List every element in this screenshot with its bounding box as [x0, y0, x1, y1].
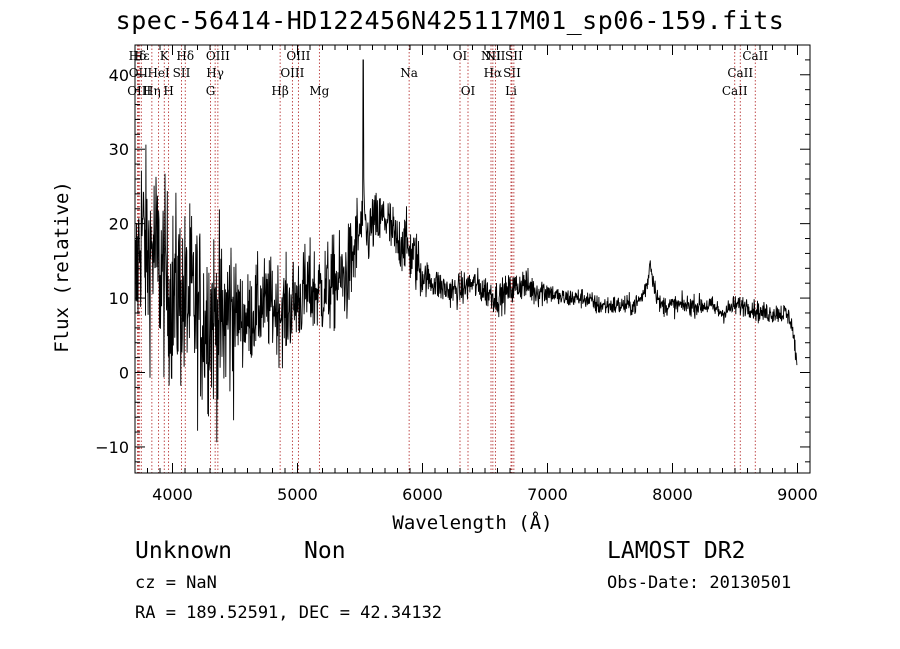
y-tick-label: 30 — [109, 140, 129, 159]
spectral-line-label: SII — [505, 49, 523, 63]
observation-date: Obs-Date: 20130501 — [607, 573, 792, 593]
x-axis-label: Wavelength (Å) — [392, 511, 552, 534]
y-tick-label: −10 — [95, 438, 129, 457]
redshift-cz: cz = NaN — [135, 573, 217, 593]
spectral-line-label: Hβ — [271, 84, 288, 98]
spectral-line-label: H — [163, 84, 173, 98]
spectral-line-label: G — [206, 84, 216, 98]
spectrum-line — [134, 59, 798, 443]
spectral-line-label: CaII — [722, 84, 748, 98]
spectral-line-label: NII — [485, 49, 505, 63]
spectral-line-label: CaII — [742, 49, 768, 63]
spectral-line-label: OIII — [127, 84, 151, 98]
spectral-line-label: Hδ — [176, 49, 194, 63]
ra-dec-coordinates: RA = 189.52591, DEC = 42.34132 — [135, 603, 443, 623]
spectral-line-label: Hη — [143, 84, 161, 98]
spectral-line-label: HeI — [147, 66, 170, 80]
y-tick-label: 0 — [119, 364, 129, 383]
spectral-line-label: OI — [461, 84, 476, 98]
x-tick-label: 8000 — [652, 485, 693, 504]
spectral-line-markers: HδOIIOIIIHεHηHeIKHSIIHδGHγOIIIHβOIIIOIII… — [127, 45, 768, 473]
y-tick-label: 10 — [109, 289, 129, 308]
spectral-line-label: Na — [400, 66, 418, 80]
spectral-line-label: CaII — [727, 66, 753, 80]
spectral-line-label: OII — [129, 66, 149, 80]
spectral-line-label: OIII — [206, 49, 230, 63]
chart-title: spec-56414-HD122456N425117M01_sp06-159.f… — [115, 6, 785, 35]
spectral-line-label: Li — [505, 84, 517, 98]
plot-frame — [134, 44, 811, 474]
y-axis: −10 0 10 20 30 40 Flux (relative) — [51, 44, 810, 463]
x-tick-label: 5000 — [277, 485, 318, 504]
spectral-line-label: OIII — [286, 49, 310, 63]
spectral-line-label: OIII — [280, 66, 304, 80]
spectral-line-label: K — [160, 49, 170, 63]
spectral-line-label: SII — [173, 66, 191, 80]
spectral-line-label: SII — [503, 66, 521, 80]
object-class: Unknown — [135, 538, 232, 564]
y-tick-label: 20 — [109, 215, 129, 234]
spectral-line-label: OI — [453, 49, 468, 63]
object-subclass: Non — [304, 538, 346, 564]
spectral-line-label: Hδ — [129, 49, 147, 63]
x-tick-label: 6000 — [402, 485, 443, 504]
x-tick-label: 4000 — [152, 485, 193, 504]
spectral-line-label: Mg — [309, 84, 329, 98]
y-tick-label: 40 — [109, 66, 129, 85]
spectral-line-label: Hα — [484, 66, 503, 80]
y-axis-label: Flux (relative) — [51, 181, 73, 353]
spectral-line-label: NII — [481, 49, 501, 63]
spectral-line-label: Hγ — [206, 66, 224, 80]
x-axis: 4000 5000 6000 7000 8000 9000 Wavelength (Å) — [134, 45, 818, 534]
x-tick-label: 7000 — [527, 485, 568, 504]
x-tick-label: 9000 — [777, 485, 818, 504]
survey-name: LAMOST DR2 — [607, 538, 746, 564]
